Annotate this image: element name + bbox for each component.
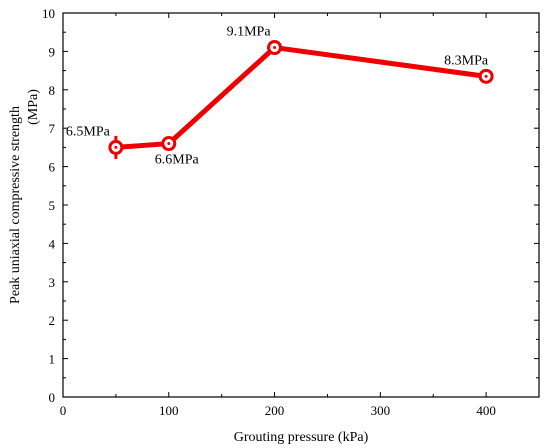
y-tick-label: 1 (49, 352, 56, 367)
data-point-center (273, 46, 277, 50)
data-label: 6.6MPa (155, 153, 200, 168)
y-tick-label: 10 (42, 6, 55, 21)
data-label: 8.3MPa (444, 53, 489, 68)
series-layer (108, 40, 494, 159)
x-tick-label: 300 (371, 403, 391, 418)
data-label: 9.1MPa (227, 25, 272, 40)
x-tick-label: 200 (265, 403, 285, 418)
y-axis-label-line-2: (MPa) (26, 89, 41, 125)
x-tick-label: 0 (60, 403, 67, 418)
x-tick-label: 100 (159, 403, 179, 418)
data-label: 6.5MPa (66, 124, 111, 139)
y-tick-label: 8 (49, 83, 56, 98)
y-tick-label: 6 (49, 160, 56, 175)
y-tick-label: 5 (49, 198, 56, 213)
data-point-center (114, 145, 118, 149)
labels-layer: 6.5MPa 6.6MPa 9.1MPa 8.3MPa (66, 25, 489, 168)
y-tick-label: 0 (49, 390, 56, 405)
series-line (115, 45, 487, 150)
x-tick-label: 400 (476, 403, 496, 418)
plot-frame (62, 12, 540, 398)
data-point-center (167, 142, 171, 146)
y-tick-label: 3 (49, 275, 56, 290)
y-tick-label: 4 (49, 236, 56, 251)
y-tick-label: 9 (49, 44, 56, 59)
ticks-layer: 0 100 200 300 400 0 1 2 3 4 5 6 7 8 9 10 (42, 6, 539, 418)
y-tick-label: 2 (49, 313, 56, 328)
x-axis-label: Grouting pressure (kPa) (234, 430, 369, 445)
y-tick-label: 7 (49, 121, 56, 136)
data-point-center (484, 74, 488, 78)
y-axis-label-line-1: Peak uniaxial compressive strength (8, 106, 23, 304)
